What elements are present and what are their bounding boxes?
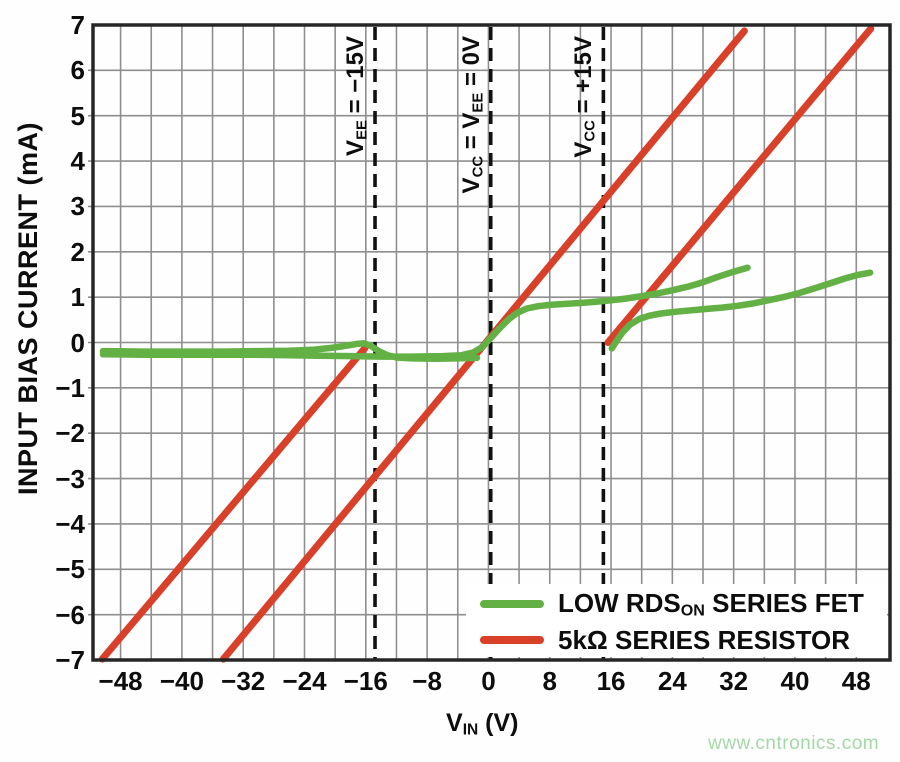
legend-swatch	[480, 600, 544, 608]
legend-item-resistor: 5kΩ SERIES RESISTOR	[480, 622, 864, 658]
subscript-text: EE	[469, 92, 486, 113]
y-tick-label: −5	[55, 554, 85, 585]
x-tick-label: −8	[412, 666, 442, 696]
x-tick-label: 8	[542, 666, 557, 696]
x-tick-label: −40	[159, 666, 204, 696]
label-text: 5kΩ SERIES RESISTOR	[558, 624, 851, 655]
label-text: V	[446, 709, 463, 737]
y-tick-label: −3	[55, 463, 85, 494]
curve-res-pm15v-left	[98, 344, 369, 663]
label-text: V	[457, 177, 485, 194]
x-tick-label: −48	[98, 666, 143, 696]
y-tick-label: −2	[55, 418, 85, 449]
curve-fet-0v-supply	[99, 264, 751, 360]
curve-fet-pm15v-left	[99, 340, 481, 363]
subscript-text: CC	[469, 155, 486, 178]
label-text: SERIES FET	[704, 587, 864, 618]
legend-backdrop	[466, 584, 887, 657]
legend-item-fet: LOW RDSON SERIES FET	[480, 586, 864, 622]
y-tick-label: 2	[70, 236, 85, 267]
curve-fet-pm15v-right	[608, 269, 874, 352]
label-text: LOW RDS	[558, 587, 681, 618]
x-tick-label: −32	[221, 666, 266, 696]
x-tick-label: −16	[343, 666, 388, 696]
x-tick-label: 48	[841, 666, 871, 696]
label-text: = 0V	[457, 36, 485, 93]
label-text: V	[570, 141, 598, 158]
x-tick-label: 16	[596, 666, 626, 696]
y-tick-label: 6	[70, 55, 85, 86]
label-text: V	[342, 139, 369, 156]
x-tick-label: 24	[657, 666, 687, 696]
vline-label: VCC = +15V	[569, 36, 605, 158]
y-tick-label: 5	[70, 100, 85, 131]
subscript-text: ON	[680, 601, 705, 620]
label-text: = +15V	[570, 36, 598, 121]
subscript-text: EE	[354, 120, 371, 140]
y-tick-label: −4	[55, 508, 85, 539]
label-text: = V	[457, 112, 485, 156]
chart-legend: LOW RDSON SERIES FET 5kΩ SERIES RESISTOR	[480, 586, 864, 658]
curve-res-pm15v-right	[604, 25, 875, 346]
subscript-text: IN	[462, 721, 479, 739]
x-tick-label: −24	[282, 666, 327, 696]
vline-label: VCC = VEE = 0V	[457, 36, 493, 193]
y-tick-label: −1	[55, 372, 85, 403]
legend-label: 5kΩ SERIES RESISTOR	[558, 625, 850, 656]
x-tick-label: 32	[719, 666, 749, 696]
x-tick-label: 0	[481, 666, 496, 696]
y-tick-label: 4	[70, 146, 85, 177]
legend-label: LOW RDSON SERIES FET	[558, 588, 864, 621]
y-tick-label: 0	[70, 327, 85, 358]
y-tick-label: 7	[70, 10, 85, 40]
vline-label: VEE = −15V	[341, 36, 377, 156]
y-tick-label: 1	[70, 282, 85, 313]
watermark: www.cntronics.com	[708, 733, 880, 754]
plot-frame	[91, 23, 892, 662]
y-tick-label: −7	[55, 645, 85, 675]
y-tick-label: −6	[55, 599, 85, 630]
legend-swatch	[480, 636, 544, 644]
x-axis-title: VIN (V)	[446, 706, 518, 747]
label-text: (V)	[478, 709, 519, 737]
y-tick-label: 3	[70, 191, 85, 222]
subscript-text: CC	[582, 120, 599, 142]
x-tick-label: 40	[780, 666, 810, 696]
label-text: = −15V	[342, 36, 369, 121]
